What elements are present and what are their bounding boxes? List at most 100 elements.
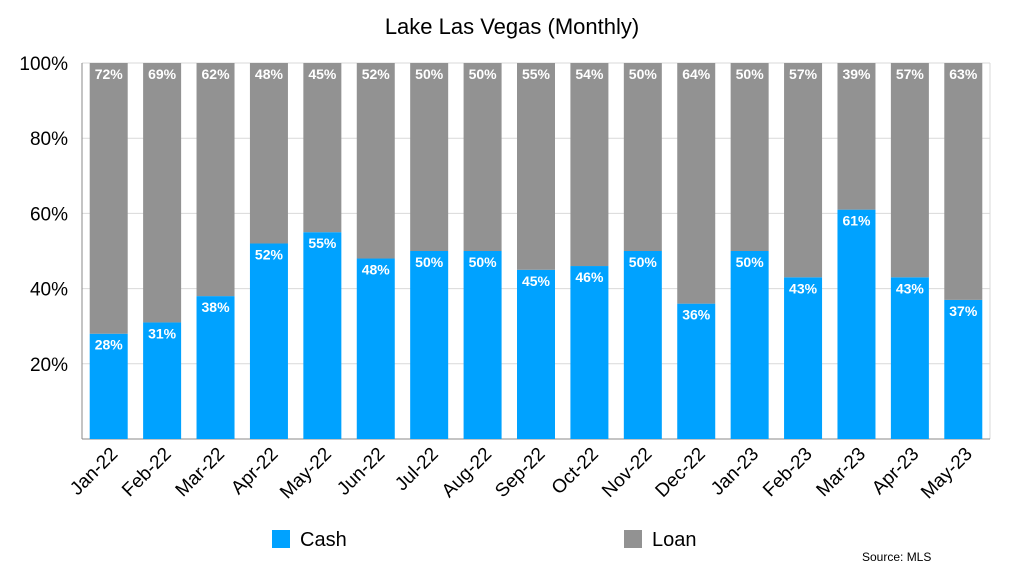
- data-label-loan: 64%: [682, 66, 711, 82]
- data-label-loan: 52%: [362, 66, 391, 82]
- bar-loan: [570, 63, 609, 267]
- y-tick-label: 60%: [30, 204, 68, 225]
- x-tick-label: Mar-23: [813, 444, 870, 501]
- bar-cash: [356, 258, 395, 439]
- x-tick-label: May-22: [276, 444, 336, 504]
- data-label-loan: 54%: [575, 66, 604, 82]
- data-label-loan: 45%: [308, 66, 337, 82]
- data-label-cash: 61%: [842, 213, 871, 229]
- bar-cash: [677, 303, 716, 439]
- data-label-cash: 55%: [308, 235, 337, 251]
- data-label-cash: 37%: [949, 303, 978, 319]
- data-label-cash: 50%: [629, 254, 658, 270]
- data-label-loan: 50%: [736, 66, 765, 82]
- bar-cash: [570, 266, 609, 439]
- bars: 28% 72% 31% 69% 38% 62% 52% 48% 55% 45% 48% 52% 50% 5…: [89, 63, 983, 439]
- data-label-cash: 45%: [522, 273, 551, 289]
- bar-cash: [730, 251, 769, 439]
- data-label-cash: 28%: [95, 337, 124, 353]
- x-tick-label: Feb-22: [118, 444, 175, 501]
- data-label-cash: 50%: [469, 254, 498, 270]
- bar-loan: [196, 63, 235, 297]
- y-tick-label: 100%: [19, 54, 68, 75]
- bar-loan: [356, 63, 395, 259]
- bar-cash: [784, 277, 823, 439]
- data-label-loan: 48%: [255, 66, 284, 82]
- legend-label-cash: Cash: [300, 529, 347, 551]
- source-note: Source: MLS: [862, 550, 931, 564]
- x-tick-label: Sep-22: [491, 444, 549, 502]
- data-label-loan: 50%: [629, 66, 658, 82]
- chart-title: Lake Las Vegas (Monthly): [385, 14, 639, 39]
- data-label-loan: 62%: [202, 66, 231, 82]
- x-tick-label: Jun-22: [333, 444, 389, 500]
- bar-loan: [89, 63, 128, 334]
- x-tick-label: Apr-23: [868, 444, 923, 499]
- data-label-loan: 57%: [896, 66, 925, 82]
- bar-loan: [890, 63, 929, 278]
- data-label-cash: 48%: [362, 262, 391, 278]
- bar-cash: [196, 296, 235, 439]
- legend-swatch-loan: [624, 530, 642, 548]
- bar-cash: [410, 251, 449, 439]
- data-label-loan: 72%: [95, 66, 124, 82]
- bar-cash: [837, 209, 876, 439]
- bar-loan: [303, 63, 342, 233]
- bar-loan: [944, 63, 983, 300]
- bar-cash: [623, 251, 662, 439]
- data-label-cash: 50%: [415, 254, 444, 270]
- data-label-loan: 63%: [949, 66, 978, 82]
- bar-loan: [463, 63, 502, 251]
- x-tick-label: Jul-22: [391, 444, 442, 495]
- bar-loan: [410, 63, 449, 251]
- data-label-cash: 36%: [682, 307, 711, 323]
- bar-cash: [249, 243, 288, 439]
- data-label-cash: 31%: [148, 325, 177, 341]
- bar-cash: [143, 322, 182, 439]
- data-label-cash: 43%: [896, 280, 925, 296]
- bar-loan: [730, 63, 769, 251]
- data-label-loan: 50%: [469, 66, 498, 82]
- x-tick-label: May-23: [917, 444, 977, 504]
- x-tick-label: Nov-22: [598, 444, 656, 502]
- y-tick-label: 80%: [30, 129, 68, 150]
- bar-loan: [249, 63, 288, 244]
- bar-cash: [944, 299, 983, 439]
- data-label-loan: 69%: [148, 66, 177, 82]
- data-label-loan: 50%: [415, 66, 444, 82]
- legend-swatch-cash: [272, 530, 290, 548]
- y-tick-label: 40%: [30, 280, 68, 301]
- x-tick-label: Aug-22: [438, 444, 496, 502]
- x-tick-label: Oct-22: [548, 444, 603, 499]
- legend: Cash Loan: [272, 529, 697, 551]
- x-tick-label: Mar-22: [172, 444, 229, 501]
- y-tick-label: 20%: [30, 355, 68, 376]
- bar-cash: [89, 333, 128, 439]
- bar-loan: [623, 63, 662, 251]
- data-label-cash: 43%: [789, 280, 818, 296]
- bar-loan: [677, 63, 716, 304]
- x-tick-label: Dec-22: [652, 444, 710, 502]
- x-tick-label: Jan-23: [707, 444, 763, 500]
- data-label-loan: 39%: [842, 66, 871, 82]
- x-tick-label: Jan-22: [66, 444, 122, 500]
- x-tick-label: Feb-23: [759, 444, 816, 501]
- bar-cash: [890, 277, 929, 439]
- bar-cash: [463, 251, 502, 439]
- bar-cash: [517, 269, 555, 439]
- data-label-loan: 57%: [789, 66, 818, 82]
- bar-loan: [517, 63, 555, 270]
- bar-loan: [837, 63, 876, 210]
- bar-loan: [784, 63, 823, 278]
- bar-loan: [143, 63, 182, 323]
- data-label-cash: 38%: [202, 299, 231, 315]
- y-axis: 20% 40% 60% 80% 100%: [19, 54, 68, 376]
- legend-label-loan: Loan: [652, 529, 697, 551]
- data-label-cash: 52%: [255, 246, 284, 262]
- data-label-cash: 50%: [736, 254, 765, 270]
- data-label-cash: 46%: [575, 269, 604, 285]
- bar-cash: [303, 232, 342, 439]
- x-tick-label: Apr-22: [227, 444, 282, 499]
